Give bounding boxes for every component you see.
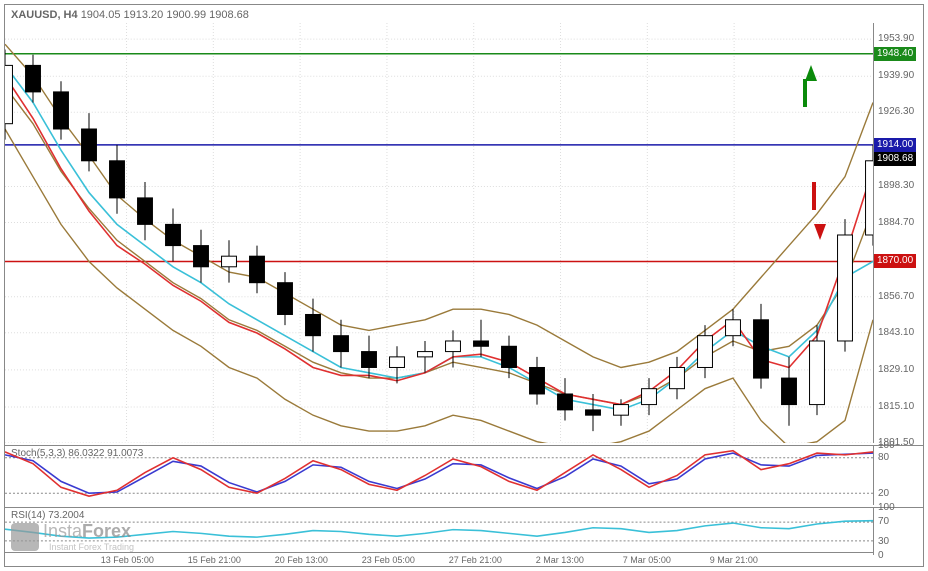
ylabel: 1829.10 (878, 365, 914, 375)
xaxis: 13 Feb 05:00 15 Feb 21:00 20 Feb 13:00 23 F… (5, 552, 873, 566)
ylabel: 1843.10 (878, 328, 914, 338)
level-label: 1914.00 (874, 138, 916, 152)
ylabel: 1939.90 (878, 71, 914, 81)
arrow-up-icon (805, 65, 817, 81)
ylabel: 1815.10 (878, 402, 914, 412)
watermark-sub: Instant Forex Trading (49, 542, 134, 552)
xlabel: 2 Mar 13:00 (536, 555, 584, 565)
ylabel: 1953.90 (878, 34, 914, 44)
xlabel: 7 Mar 05:00 (623, 555, 671, 565)
chart-container: XAUUSD, H4 1904.05 1913.20 1900.99 1908.… (4, 4, 924, 567)
ylabel: 100 (878, 441, 895, 451)
ylabel: 80 (878, 453, 889, 463)
xlabel: 9 Mar 21:00 (710, 555, 758, 565)
main-chart-svg (5, 23, 873, 443)
ylabel: 30 (878, 537, 889, 547)
xlabel: 23 Feb 05:00 (362, 555, 415, 565)
arrow-down-icon (814, 224, 826, 240)
level-label: 1948.40 (874, 47, 916, 61)
ylabel: 1926.30 (878, 107, 914, 117)
main-price-panel[interactable] (5, 23, 873, 443)
ylabel: 0 (878, 551, 884, 561)
watermark-logo-icon (11, 523, 39, 551)
yaxis-rsi: 10070300 (873, 507, 923, 555)
ohlc-label: 1904.05 1913.20 1900.99 1908.68 (81, 9, 249, 21)
price-label: 1908.68 (874, 152, 916, 166)
stoch-panel[interactable]: Stoch(5,3,3) 86.0322 91.0073 (5, 445, 873, 505)
ylabel: 1856.70 (878, 292, 914, 302)
level-label: 1870.00 (874, 254, 916, 268)
xlabel: 13 Feb 05:00 (101, 555, 154, 565)
rsi-panel[interactable]: RSI(14) 73.2004 (5, 507, 873, 555)
ylabel: 1898.30 (878, 181, 914, 191)
symbol-label: XAUUSD, H4 (11, 9, 78, 21)
watermark: InstaForex Instant Forex Trading (11, 521, 134, 552)
chart-header: XAUUSD, H4 1904.05 1913.20 1900.99 1908.… (11, 9, 249, 21)
rsi-svg (5, 508, 873, 555)
xlabel: 15 Feb 21:00 (188, 555, 241, 565)
yaxis-main: 1953.90 1939.90 1926.30 1898.30 1884.70 1856.… (873, 23, 923, 443)
ylabel: 100 (878, 503, 895, 513)
ylabel: 1884.70 (878, 218, 914, 228)
xlabel: 27 Feb 21:00 (449, 555, 502, 565)
ylabel: 70 (878, 517, 889, 527)
xlabel: 20 Feb 13:00 (275, 555, 328, 565)
yaxis-stoch: 1008020 (873, 445, 923, 505)
stoch-svg (5, 446, 873, 505)
ylabel: 20 (878, 489, 889, 499)
watermark-text: InstaForex (43, 521, 134, 542)
